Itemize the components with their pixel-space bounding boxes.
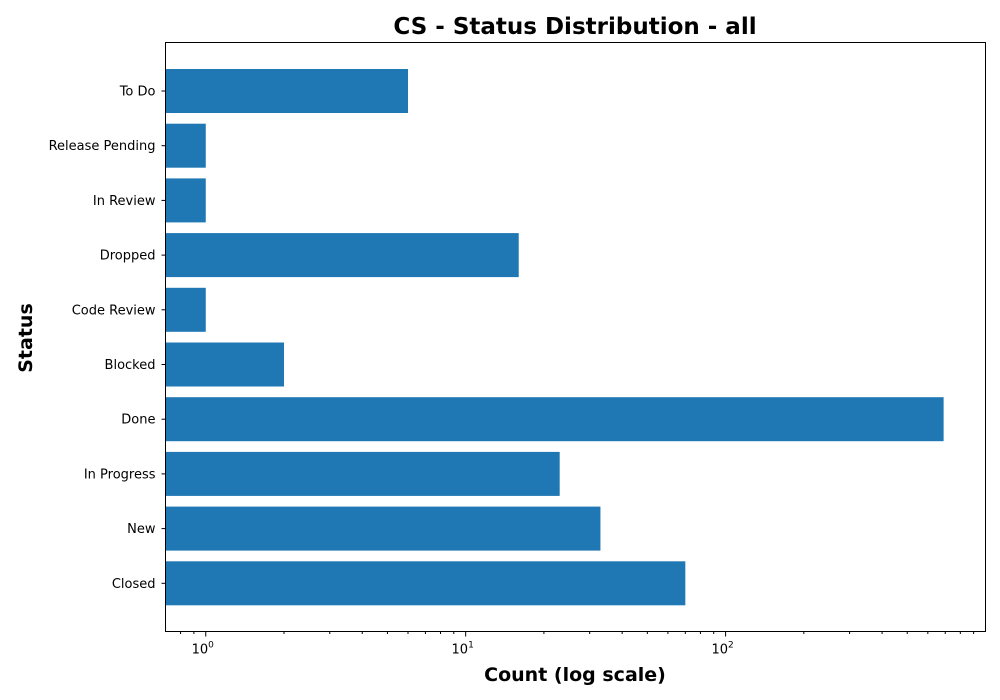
y-tick-label: In Progress [84, 467, 156, 482]
bar-closed [165, 561, 686, 606]
y-tick-label: To Do [119, 85, 156, 100]
bar-new [165, 506, 601, 551]
y-axis-label: Status [15, 303, 37, 373]
y-axis-ticks: To Do Release Pending In Review Dropped Code… [49, 85, 166, 592]
y-tick-label: Release Pending [49, 139, 156, 154]
x-tick-label: 100 [192, 641, 215, 658]
bar-done [165, 397, 944, 442]
bar-to-do [165, 69, 409, 113]
bars-group [165, 69, 944, 606]
bar-code-review [165, 287, 206, 332]
y-tick-label: New [127, 522, 156, 537]
y-tick-label: Code Review [72, 303, 156, 318]
y-tick-label: Closed [112, 577, 156, 592]
y-tick-label: In Review [93, 194, 156, 209]
y-tick-label: Blocked [105, 358, 156, 373]
bar-blocked [165, 342, 285, 387]
x-axis-ticks: 100 101 102 [180, 631, 975, 658]
bar-in-progress [165, 451, 560, 496]
y-tick-label: Dropped [100, 249, 156, 264]
bar-dropped [165, 233, 519, 278]
chart-title: CS - Status Distribution - all [393, 14, 756, 40]
x-axis-label: Count (log scale) [484, 664, 666, 686]
plot-frame [165, 42, 986, 632]
x-tick-label: 101 [452, 641, 474, 658]
x-tick-label: 102 [711, 641, 733, 658]
y-tick-label: Done [121, 413, 155, 428]
bar-in-review [165, 178, 206, 223]
bar-release-pending [165, 123, 206, 168]
